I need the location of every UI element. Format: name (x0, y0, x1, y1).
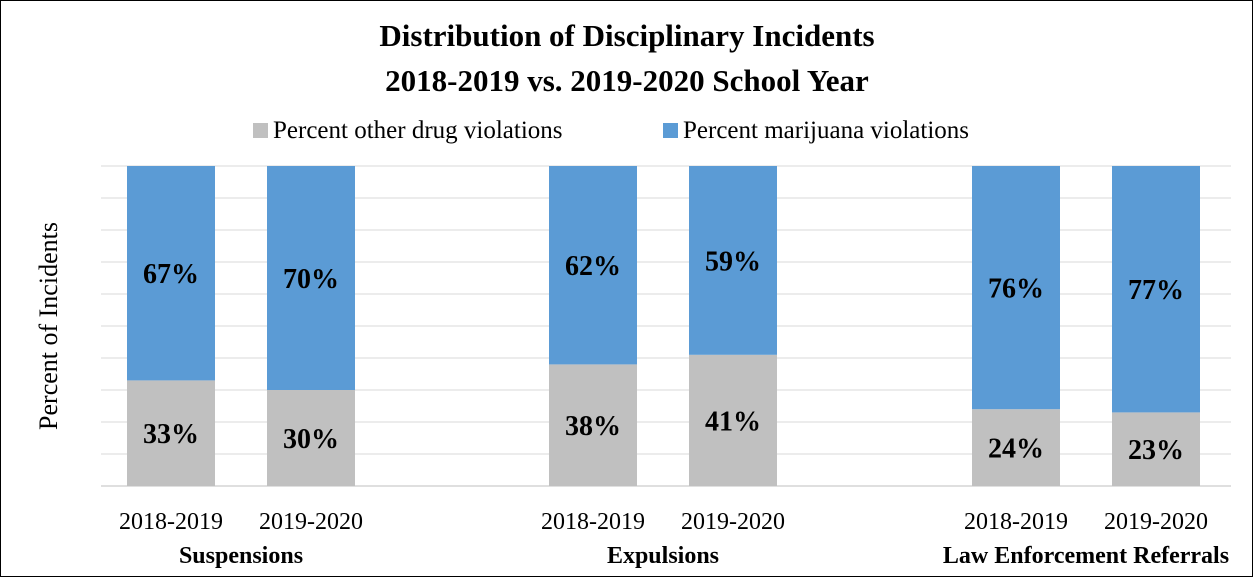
data-label-other-drug: 33% (143, 419, 199, 450)
legend-swatch-other-drug (253, 123, 268, 138)
bar-marijuana (972, 166, 1060, 410)
data-label-other-drug: 23% (1128, 435, 1184, 466)
group-label: Law Enforcement Referrals (943, 543, 1229, 569)
data-label-other-drug: 38% (565, 411, 621, 442)
x-tick-label: 2019-2020 (259, 509, 363, 535)
chart-title: Distribution of Disciplinary Incidents (379, 18, 874, 53)
legend-label-marijuana: Percent marijuana violations (683, 117, 969, 144)
bar-other-drug (972, 409, 1060, 486)
group-label: Suspensions (179, 543, 303, 569)
bar-other-drug (267, 390, 355, 486)
chart-subtitle: 2018-2019 vs. 2019-2020 School Year (385, 63, 869, 98)
x-tick-label: 2018-2019 (119, 509, 223, 535)
data-label-marijuana: 67% (143, 259, 199, 290)
bar-other-drug (549, 364, 637, 486)
data-label-marijuana: 77% (1128, 275, 1184, 306)
bar-marijuana (127, 166, 215, 381)
bar-other-drug (127, 380, 215, 486)
x-tick-label: 2019-2020 (1104, 509, 1208, 535)
data-label-other-drug: 24% (988, 434, 1044, 465)
bar-other-drug (689, 354, 777, 486)
bars (127, 166, 1200, 486)
x-tick-label: 2019-2020 (681, 509, 785, 535)
bar-marijuana (689, 166, 777, 355)
bar-marijuana (549, 166, 637, 365)
data-label-marijuana: 70% (283, 264, 339, 295)
y-axis-label: Percent of Incidents (34, 222, 63, 430)
legend-label-other-drug: Percent other drug violations (273, 117, 563, 144)
legend-swatch-marijuana (663, 123, 678, 138)
data-label-marijuana: 59% (705, 246, 761, 277)
data-label-other-drug: 30% (283, 424, 339, 455)
data-label-marijuana: 76% (988, 274, 1044, 305)
x-tick-label: 2018-2019 (964, 509, 1068, 535)
x-tick-label: 2018-2019 (541, 509, 645, 535)
bar-marijuana (267, 166, 355, 390)
x-tick-labels: 2018-2019 2019-2020 2018-2019 2019-2020 2018… (119, 509, 1229, 569)
data-label-marijuana: 62% (565, 251, 621, 282)
bar-marijuana (1112, 166, 1200, 413)
group-label: Expulsions (607, 543, 719, 569)
data-label-other-drug: 41% (705, 406, 761, 437)
bar-other-drug (1112, 412, 1200, 486)
data-labels: 33% 67% 30% 70% 38% 62% 41% 59% 24% 76% 23% 77% (143, 246, 1184, 466)
